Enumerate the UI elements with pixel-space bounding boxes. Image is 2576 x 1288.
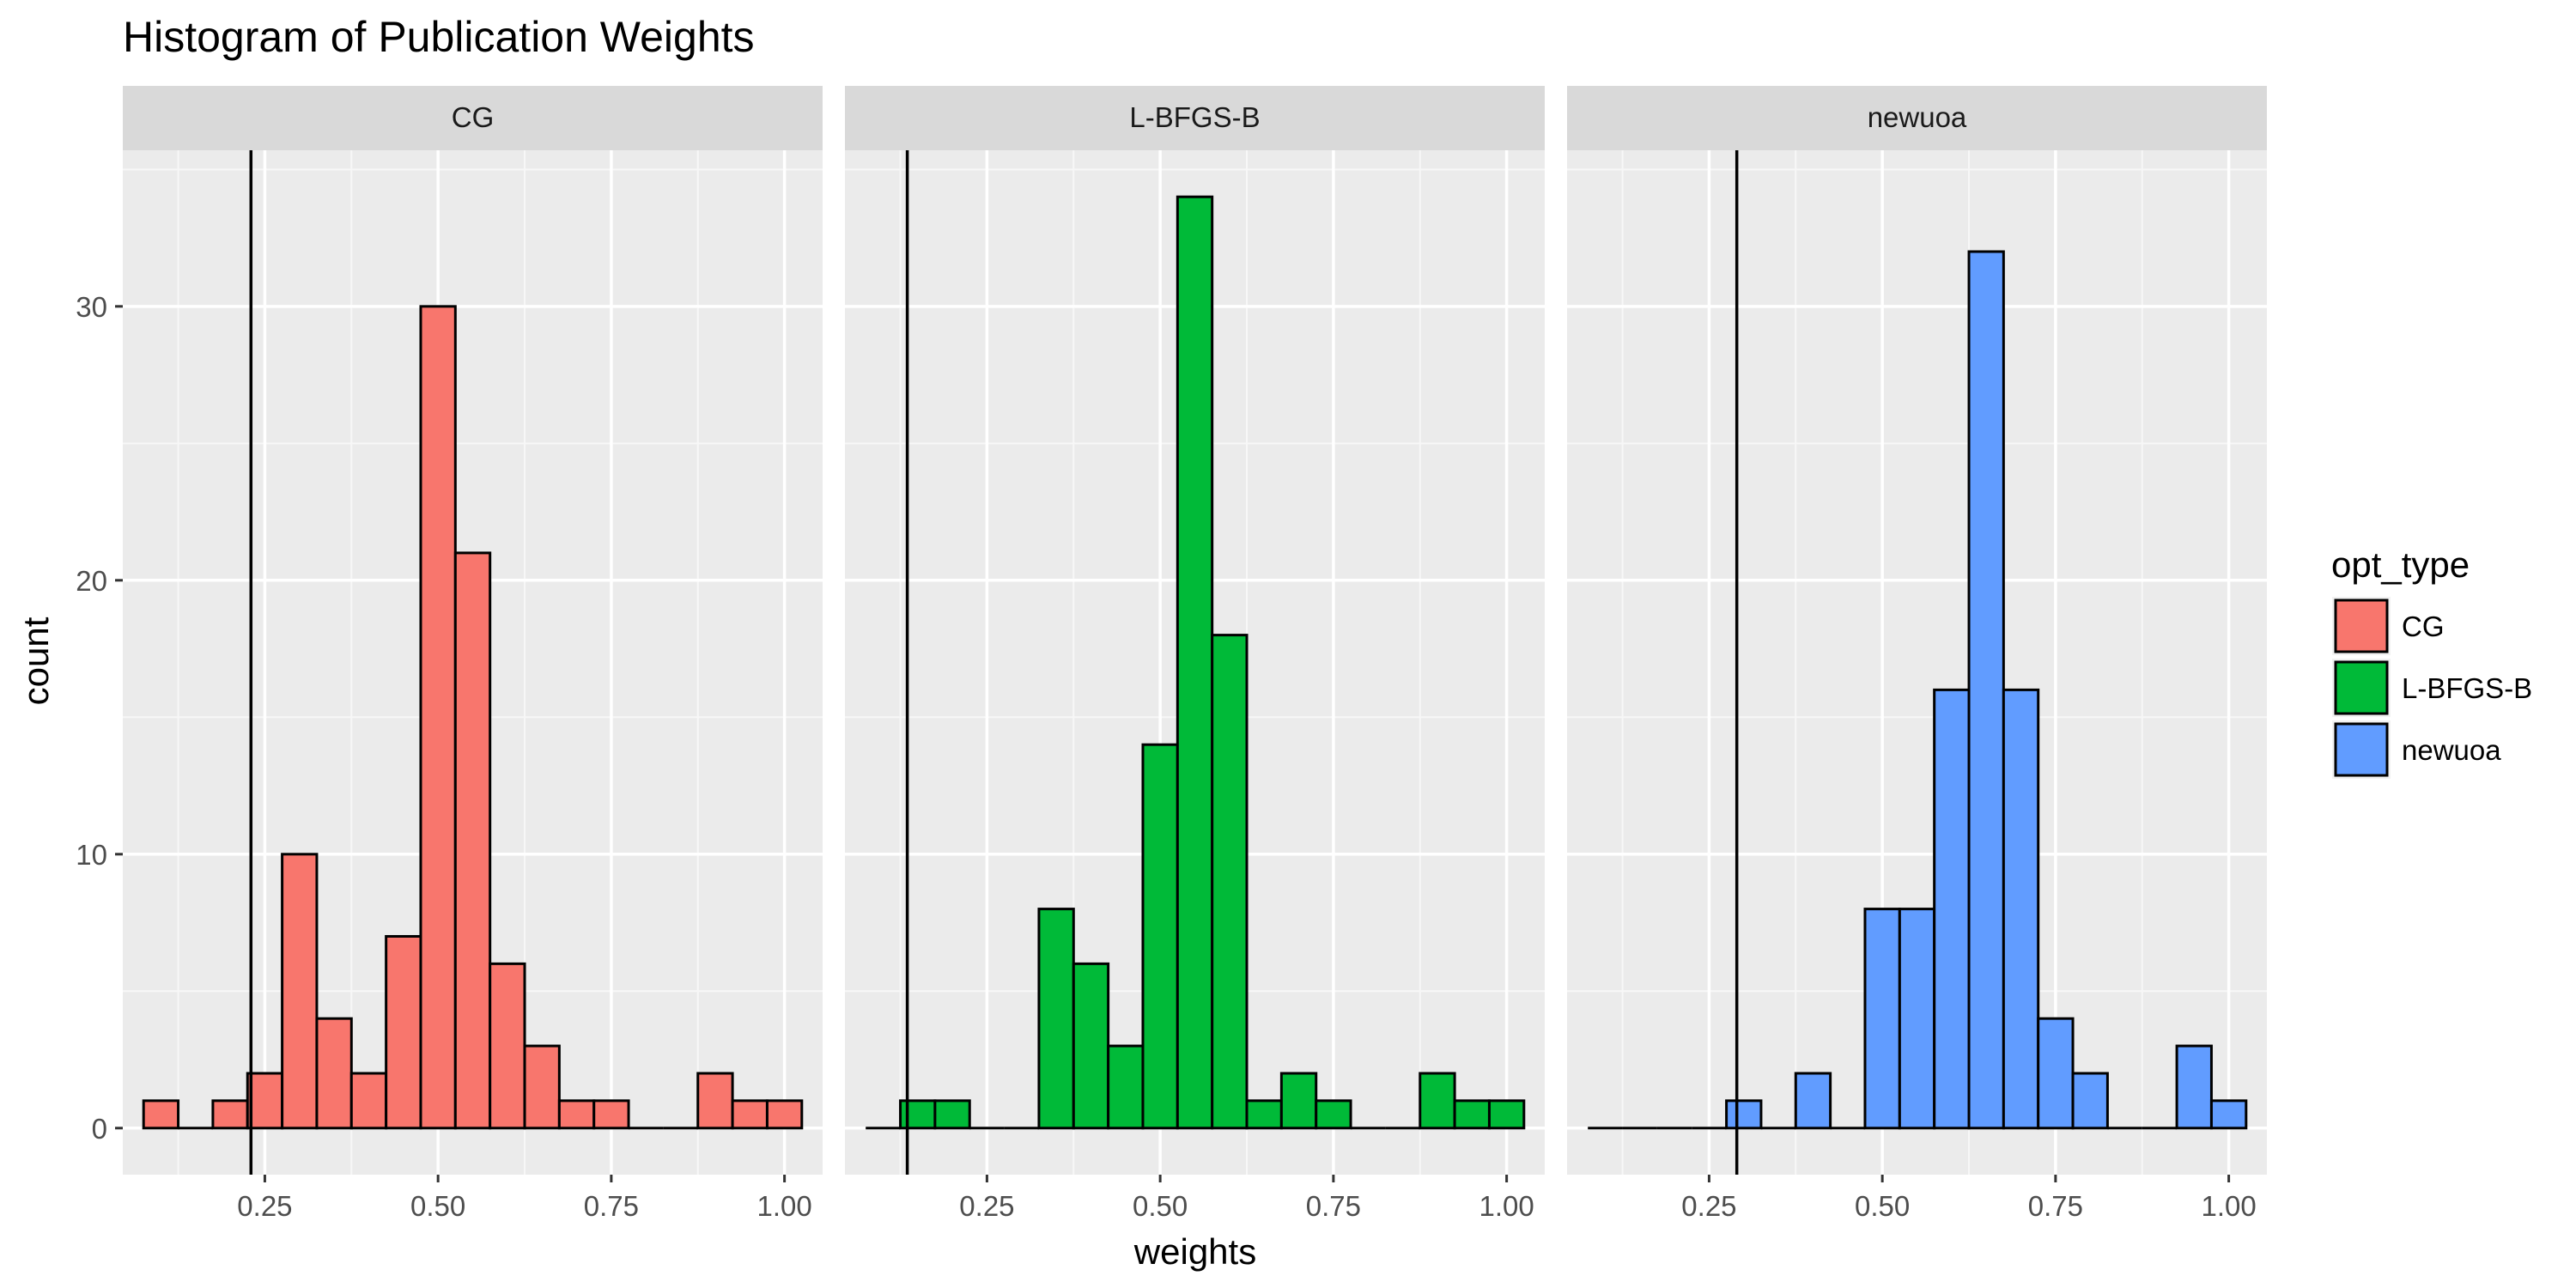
histogram-bar [489, 962, 526, 1130]
y-tick-label: 0 [92, 1113, 107, 1145]
facet-strip-label: CG [452, 101, 495, 133]
histogram-bar [1863, 908, 1901, 1130]
histogram-bar [1315, 1099, 1352, 1130]
chart-title: Histogram of Publication Weights [123, 13, 755, 61]
x-tick-label: 0.50 [1133, 1190, 1188, 1222]
x-tick-label: 0.25 [1681, 1190, 1736, 1222]
histogram-bar [281, 853, 319, 1130]
legend: opt_type CG L-BFGS-B newuoa [2331, 544, 2532, 779]
histogram-bar [523, 1044, 561, 1130]
histogram-bar [1933, 688, 1971, 1130]
facet-strip-label: L-BFGS-B [1129, 101, 1260, 133]
x-axis-ticks: 0.25 0.50 0.75 1.00 0.25 0.50 0.75 1.00 0.25 0.50… [237, 1175, 2257, 1222]
histogram-bar [1107, 1044, 1145, 1130]
legend-title: opt_type [2331, 544, 2470, 585]
histogram-bar [1037, 908, 1075, 1130]
facet-panel-l-bfgs-b: L-BFGS-B [845, 86, 1545, 1175]
histogram-bar [2002, 688, 2040, 1130]
histogram-bar [1967, 250, 2005, 1130]
histogram-bar [1141, 743, 1179, 1130]
histogram-bar [1072, 962, 1110, 1130]
histogram-bar [1487, 1099, 1526, 1130]
facet-panel-cg: CG [123, 86, 823, 1175]
histogram-bar [1725, 1099, 1763, 1130]
histogram-bar [315, 1017, 353, 1130]
histogram-bar [1453, 1099, 1491, 1130]
x-tick-label: 0.75 [584, 1190, 639, 1222]
x-tick-label: 1.00 [757, 1190, 812, 1222]
histogram-bar [2175, 1044, 2213, 1130]
histogram-bar [419, 305, 457, 1130]
facet-panels: CG L-BFGS-B newuoa [123, 86, 2267, 1175]
histogram-bar [1245, 1099, 1283, 1130]
x-tick-label: 0.75 [2028, 1190, 2083, 1222]
histogram-bar [142, 1099, 180, 1130]
facet-strip-label: newuoa [1868, 101, 1967, 133]
y-tick-label: 20 [76, 565, 107, 597]
histogram-bar [592, 1099, 630, 1130]
legend-label: CG [2402, 611, 2445, 642]
x-tick-label: 0.75 [1306, 1190, 1361, 1222]
x-tick-label: 0.50 [410, 1190, 465, 1222]
x-tick-label: 1.00 [1479, 1190, 1534, 1222]
histogram-bar [557, 1099, 596, 1130]
x-tick-label: 0.25 [959, 1190, 1014, 1222]
histogram-bar [1898, 908, 1936, 1130]
histogram-bar [2071, 1072, 2109, 1130]
histogram-bar [933, 1099, 971, 1130]
histogram-bar [2037, 1017, 2075, 1130]
y-tick-label: 30 [76, 291, 107, 323]
histogram-bar [385, 934, 422, 1130]
histogram-bar [731, 1099, 769, 1130]
x-tick-label: 0.50 [1855, 1190, 1910, 1222]
x-tick-label: 0.25 [237, 1190, 292, 1222]
histogram-bar [1794, 1072, 1832, 1130]
x-tick-label: 1.00 [2202, 1190, 2257, 1222]
histogram-bar [211, 1099, 249, 1130]
legend-swatch [2334, 660, 2389, 715]
facet-strip [123, 86, 823, 150]
y-tick-label: 10 [76, 839, 107, 871]
facet-panel-newuoa: newuoa [1567, 86, 2267, 1175]
x-axis-title: weights [1133, 1231, 1256, 1272]
histogram-bar [765, 1099, 804, 1130]
histogram-bar [349, 1072, 388, 1130]
legend-label: L-BFGS-B [2402, 672, 2532, 704]
histogram-bar [453, 551, 492, 1130]
histogram-bar [1279, 1072, 1318, 1130]
y-axis-title: count [15, 617, 56, 705]
facet-strip [845, 86, 1545, 150]
histogram-bar [1176, 195, 1214, 1130]
histogram-bar [1211, 634, 1249, 1130]
histogram-bar [2209, 1099, 2248, 1130]
legend-swatch [2334, 722, 2389, 777]
histogram-bar [899, 1099, 937, 1130]
histogram-bar [246, 1072, 284, 1130]
histogram-bar [696, 1072, 734, 1130]
y-axis-ticks: 0 10 20 30 [76, 291, 123, 1145]
facet-strip [1567, 86, 2267, 150]
legend-label: newuoa [2402, 734, 2501, 766]
histogram-bar [1419, 1072, 1456, 1130]
legend-swatch [2334, 598, 2389, 653]
